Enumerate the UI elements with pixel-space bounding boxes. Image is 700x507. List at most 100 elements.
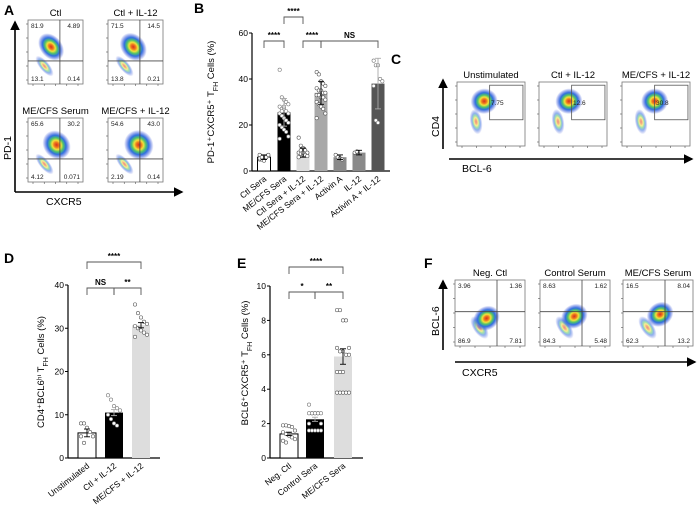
y-axis-label: CD4 [430, 116, 442, 137]
panel-letter-a: A [4, 2, 14, 18]
data-point [306, 421, 311, 426]
quadrant-bottom-left-value: 4.12 [31, 174, 44, 181]
plot-title: Unstimulated [463, 70, 518, 81]
data-point [315, 411, 320, 416]
quadrant-bottom-right-value: 0.071 [64, 174, 81, 181]
density-tail [638, 316, 657, 339]
subscript: FH [43, 357, 50, 366]
category-label: Unstimulated [46, 461, 91, 500]
bar [352, 152, 366, 171]
y-tick-label: 20 [55, 367, 65, 377]
data-point [314, 116, 319, 121]
quadrant-top-right-value: 8.04 [677, 283, 690, 290]
density-tail [634, 109, 648, 135]
data-point [106, 393, 111, 398]
gate-box [489, 84, 524, 121]
label-part: Cells (%) [206, 41, 217, 82]
data-point [323, 97, 328, 102]
panel-d-bar-chart: 0 10 20 30 40 CD4⁺BCL6ʰⁱ TFH Cells (%) Unstimu… [36, 252, 160, 506]
data-point [340, 369, 345, 374]
data-point [136, 311, 141, 316]
data-point [323, 83, 328, 88]
quadrant-bottom-left-value: 2.19 [111, 174, 124, 181]
significance-label: **** [287, 7, 300, 16]
data-point [286, 102, 291, 107]
data-point [296, 155, 301, 160]
significance-bracket [283, 16, 304, 24]
bar [132, 325, 150, 458]
density-tail [469, 109, 483, 135]
quadrant-bottom-right-value: 5.48 [594, 338, 607, 345]
density-cloud [646, 301, 674, 327]
y-tick-label: 2 [261, 419, 266, 429]
data-point [139, 315, 144, 320]
data-point [380, 79, 385, 84]
y-tick-label: 6 [261, 350, 266, 360]
data-point [296, 135, 301, 140]
y-tick-label: 4 [261, 384, 266, 394]
label-part: BCL6⁺CXCR5⁺ T [240, 351, 251, 425]
flow-plot: Ctl 81.9 4.89 13.1 0.14 [26, 8, 84, 86]
flow-plot: ME/CFS Serum 16.5 8.04 62.3 13.2 [621, 268, 694, 348]
quadrant-top-left-value: 81.9 [31, 23, 44, 30]
panel-letter-b: B [194, 0, 204, 16]
data-point [106, 412, 111, 417]
significance-bracket [288, 266, 344, 274]
quadrant-top-right-value: 43.0 [147, 121, 160, 128]
flow-plot: ME/CFS + IL-12 30.8 [620, 70, 691, 148]
significance-label: ** [124, 278, 131, 287]
flow-plot: Control Serum 8.63 1.62 84.3 5.48 [538, 268, 611, 348]
data-point [340, 390, 345, 395]
bar [306, 419, 324, 458]
significance-bracket [86, 261, 142, 269]
data-point [109, 417, 114, 422]
data-point [133, 324, 138, 329]
plot-title: Control Serum [544, 268, 605, 279]
bar [334, 356, 352, 458]
panel-a-flow-plots: PD-1 CXCR5 Ctl 81.9 4.89 13.1 0.14 Ctl + IL-1… [2, 8, 184, 208]
quadrant-bottom-left-value: 13.1 [31, 76, 44, 83]
data-point [286, 120, 291, 125]
label-part: CD4⁺BCL6ʰⁱ T [36, 366, 47, 428]
data-point [321, 106, 326, 111]
plot-title: ME/CFS Serum [22, 106, 89, 117]
data-point [280, 438, 285, 443]
y-tick-label: 8 [261, 315, 266, 325]
subscript: FH [247, 342, 254, 351]
data-point [109, 397, 114, 402]
significance-label: **** [108, 252, 121, 261]
density-cloud [470, 88, 498, 115]
quadrant-top-left-value: 71.5 [111, 23, 124, 30]
data-point [112, 404, 117, 409]
y-tick-label: 0 [243, 166, 248, 176]
label-part: PD-1⁺CXCR5⁺ T [206, 91, 217, 163]
data-point [343, 318, 348, 323]
data-point [82, 440, 87, 445]
y-axis-label: PD-1 [2, 136, 14, 160]
data-point [284, 129, 289, 134]
quadrant-bottom-left-value: 62.3 [626, 338, 639, 345]
y-axis-label: BCL6⁺CXCR5⁺ TFH Cells (%) [240, 301, 254, 426]
quadrant-top-left-value: 65.6 [31, 121, 44, 128]
data-point [259, 155, 264, 160]
panel-letter-f: F [424, 255, 433, 271]
data-point [371, 83, 376, 88]
y-tick-label: 30 [55, 323, 65, 333]
data-point [323, 90, 328, 95]
significance-label: ** [326, 282, 333, 291]
quadrant-top-right-value: 1.62 [594, 283, 607, 290]
data-point [82, 421, 87, 426]
quadrant-bottom-right-value: 0.14 [147, 174, 160, 181]
quadrant-bottom-right-value: 0.21 [147, 76, 160, 83]
significance-label: NS [344, 31, 356, 40]
significance-bracket [314, 291, 344, 299]
quadrant-top-left-value: 3.96 [458, 283, 471, 290]
quadrant-bottom-right-value: 0.14 [67, 76, 80, 83]
data-point [292, 437, 297, 442]
data-point [88, 430, 93, 435]
significance-label: NS [95, 278, 107, 287]
quadrant-top-left-value: 54.6 [111, 121, 124, 128]
